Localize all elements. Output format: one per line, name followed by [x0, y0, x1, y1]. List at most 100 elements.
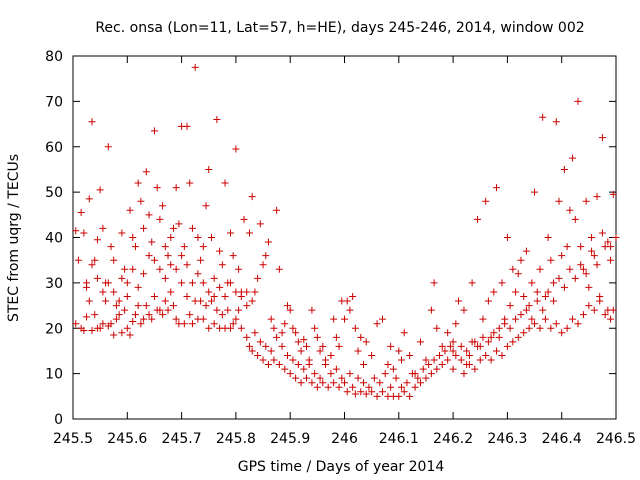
data-point	[436, 351, 444, 359]
data-point	[221, 292, 229, 300]
data-point	[248, 347, 256, 355]
data-point	[427, 370, 435, 378]
data-point	[452, 320, 460, 328]
data-point	[395, 347, 403, 355]
data-point	[484, 297, 492, 305]
data-point	[368, 388, 376, 396]
data-point	[373, 392, 381, 400]
data-point	[237, 292, 245, 300]
data-point	[210, 274, 218, 282]
data-point	[479, 333, 487, 341]
data-point	[161, 274, 169, 282]
data-point	[207, 297, 215, 305]
y-tick-label: 10	[45, 367, 63, 383]
data-point	[232, 145, 240, 153]
data-point	[270, 356, 278, 364]
data-point	[254, 274, 262, 282]
data-point	[541, 292, 549, 300]
data-point	[197, 297, 205, 305]
data-point	[517, 311, 525, 319]
y-tick-label: 0	[54, 412, 63, 428]
data-point	[129, 317, 137, 325]
x-tick-label: 245.7	[162, 431, 202, 447]
data-point	[110, 288, 118, 296]
data-point	[245, 342, 253, 350]
data-point	[156, 265, 164, 273]
data-point	[498, 279, 506, 287]
y-tick-label: 80	[45, 49, 63, 65]
data-point	[452, 351, 460, 359]
data-point	[216, 247, 224, 255]
data-point	[588, 234, 596, 241]
data-point	[474, 342, 482, 350]
data-point	[311, 324, 319, 332]
data-point	[104, 143, 112, 151]
data-point	[574, 97, 582, 105]
data-point	[509, 338, 517, 346]
data-point	[205, 165, 213, 173]
data-point	[121, 265, 129, 273]
data-point	[118, 229, 126, 237]
data-point	[574, 320, 582, 328]
data-point	[433, 365, 441, 373]
data-point	[544, 234, 552, 241]
data-point	[601, 311, 609, 319]
data-point	[376, 379, 384, 387]
y-tick-label: 20	[45, 321, 63, 337]
data-point	[438, 361, 446, 369]
data-point	[104, 279, 112, 287]
data-point	[148, 238, 156, 246]
data-point	[218, 261, 226, 269]
data-point	[506, 302, 514, 310]
data-point	[482, 351, 490, 359]
data-point	[541, 315, 549, 323]
data-point	[604, 238, 612, 246]
data-point	[468, 338, 476, 346]
data-points	[72, 63, 620, 400]
data-point	[324, 383, 332, 391]
data-point	[91, 311, 99, 319]
data-point	[115, 297, 123, 305]
data-point	[343, 388, 351, 396]
data-point	[569, 315, 577, 323]
data-point	[417, 379, 425, 387]
data-point	[362, 390, 370, 398]
data-point	[539, 306, 547, 314]
data-point	[305, 356, 313, 364]
data-point	[300, 336, 308, 344]
data-point	[289, 356, 297, 364]
axis-tick-labels: 245.5 245.6 245.7 245.8 245.9 246 246.1 246.2 24…	[45, 49, 636, 447]
data-point	[148, 315, 156, 323]
data-point	[577, 261, 585, 269]
data-point	[283, 351, 291, 359]
data-point	[387, 383, 395, 391]
data-point	[194, 270, 202, 278]
data-point	[406, 351, 414, 359]
data-point	[235, 306, 243, 314]
data-point	[210, 320, 218, 328]
data-point	[123, 279, 131, 287]
axis-ticks	[72, 55, 617, 420]
data-point	[468, 279, 476, 287]
data-point	[313, 383, 321, 391]
data-point	[609, 306, 617, 314]
data-point	[118, 329, 126, 337]
data-point	[332, 333, 340, 341]
data-point	[172, 265, 180, 273]
data-point	[525, 302, 533, 310]
data-point	[449, 338, 457, 346]
data-point	[80, 229, 88, 237]
data-point	[172, 184, 180, 192]
data-point	[422, 374, 430, 382]
data-point	[313, 333, 321, 341]
data-point	[341, 315, 348, 323]
data-point	[294, 361, 302, 369]
data-point	[224, 306, 232, 314]
data-point	[205, 324, 213, 332]
x-tick-label: 245.8	[216, 431, 256, 447]
x-tick-label: 246.3	[487, 431, 527, 447]
data-point	[262, 252, 270, 260]
data-point	[197, 256, 205, 264]
data-point	[167, 288, 175, 296]
data-point	[115, 311, 123, 319]
